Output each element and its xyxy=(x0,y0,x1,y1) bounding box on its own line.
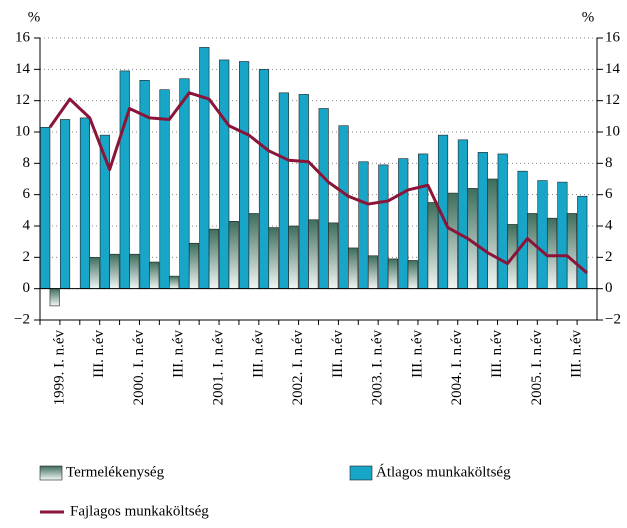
bar xyxy=(477,152,488,289)
bar xyxy=(497,153,508,289)
x-tick-label: III. n.év xyxy=(409,330,425,378)
bar xyxy=(79,117,91,289)
legend-swatch xyxy=(349,465,373,481)
bar xyxy=(129,253,140,289)
x-tick-label: III. n.év xyxy=(91,330,107,378)
bar xyxy=(367,255,379,289)
bar xyxy=(398,158,409,289)
bar xyxy=(457,139,468,289)
bar xyxy=(49,288,60,307)
y-tick-label: 14 xyxy=(15,61,31,77)
x-tick-label: 2000. I. n.év xyxy=(131,330,147,406)
bar xyxy=(179,78,190,289)
x-tick-label: 2001. I. n.év xyxy=(210,330,226,406)
y-tick-label: 8 xyxy=(23,155,31,171)
bar xyxy=(338,125,349,289)
bar xyxy=(169,275,180,289)
bar xyxy=(487,178,498,289)
bar xyxy=(239,61,250,289)
y2-tick-label: 12 xyxy=(605,92,620,108)
bar xyxy=(188,242,200,289)
bar xyxy=(557,181,568,289)
bar xyxy=(328,222,339,289)
bar xyxy=(59,119,71,289)
bar xyxy=(149,261,160,289)
bar xyxy=(378,164,389,289)
x-tick-label: III. n.év xyxy=(489,330,505,378)
y2-tick-label: 14 xyxy=(605,61,621,77)
x-tick-label: III. n.év xyxy=(569,330,585,378)
bar xyxy=(40,127,51,289)
bar xyxy=(517,170,528,289)
bar xyxy=(208,228,219,289)
legend-label: Fajlagos munkaköltség xyxy=(70,503,209,519)
y2-tick-label: 0 xyxy=(605,280,613,296)
x-tick-label: III. n.év xyxy=(330,330,346,378)
bar xyxy=(278,92,289,289)
bar xyxy=(348,247,359,289)
y2-unit: % xyxy=(582,9,595,25)
x-tick-label: 2002. I. n.év xyxy=(290,330,306,406)
y-tick-label: 10 xyxy=(15,123,30,139)
bar xyxy=(407,260,418,289)
y-tick-label: 16 xyxy=(15,29,31,45)
bar xyxy=(527,213,538,289)
y2-tick-label: 6 xyxy=(605,186,613,202)
bar xyxy=(298,94,309,289)
x-tick-label: 2005. I. n.év xyxy=(529,330,545,406)
bar xyxy=(546,217,558,289)
bar xyxy=(228,221,239,289)
bar xyxy=(537,180,548,289)
y2-tick-label: 10 xyxy=(605,123,620,139)
x-tick-label: III. n.év xyxy=(171,330,187,378)
bar xyxy=(139,80,150,289)
bar xyxy=(219,59,230,289)
bar xyxy=(358,161,369,289)
bar xyxy=(427,202,438,289)
bar xyxy=(418,153,429,289)
y-tick-label: 2 xyxy=(23,249,31,265)
x-tick-label: 2003. I. n.év xyxy=(370,330,386,406)
bar xyxy=(119,70,130,289)
bar xyxy=(268,227,279,289)
y2-tick-label: 4 xyxy=(605,217,613,233)
legend-swatch xyxy=(39,465,63,481)
x-tick-label: III. n.év xyxy=(250,330,266,378)
bar xyxy=(89,257,100,289)
bar xyxy=(577,195,588,289)
bar xyxy=(318,108,329,289)
y2-tick-label: 8 xyxy=(605,155,613,171)
bar xyxy=(288,225,299,289)
legend-label: Átlagos munkaköltség xyxy=(376,463,511,480)
y-tick-label: 0 xyxy=(23,280,31,296)
y2-tick-label: 2 xyxy=(605,249,613,265)
x-tick-label: 2004. I. n.év xyxy=(449,330,465,406)
y-tick-label: −2 xyxy=(14,311,30,327)
y2-tick-label: 16 xyxy=(605,29,621,45)
legend-label: Termelékenység xyxy=(66,464,165,480)
x-tick-label: 1999. I. n.év xyxy=(51,330,67,406)
bar xyxy=(199,47,210,289)
y-tick-label: 12 xyxy=(15,92,30,108)
bar xyxy=(308,219,319,289)
y-unit: % xyxy=(28,9,41,25)
y-tick-label: 4 xyxy=(23,217,31,233)
y-tick-label: 6 xyxy=(23,186,31,202)
bar xyxy=(258,69,270,289)
bar xyxy=(387,258,398,289)
bar xyxy=(566,213,578,289)
y2-tick-label: −2 xyxy=(605,311,621,327)
line xyxy=(48,91,589,275)
bar xyxy=(248,213,259,289)
bar xyxy=(447,192,458,289)
bar xyxy=(109,253,120,289)
